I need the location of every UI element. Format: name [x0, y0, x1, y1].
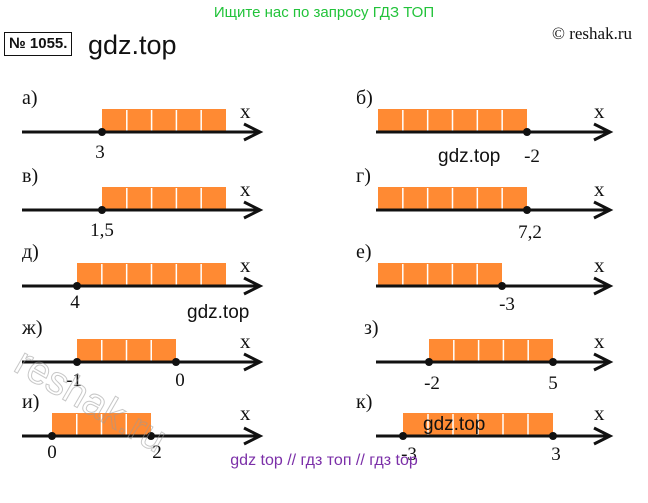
point-label: -2 [524, 146, 540, 167]
item-label: е) [356, 241, 372, 263]
item-label: б) [356, 87, 373, 109]
arrow-head-icon [593, 122, 614, 142]
watermark: gdz.top [187, 302, 250, 323]
axis-name: x [594, 99, 605, 123]
interval-fill [378, 263, 502, 286]
point-label: -2 [424, 373, 440, 394]
axis-name: x [594, 401, 605, 425]
interval-fill [102, 109, 226, 132]
point-marker [498, 282, 506, 290]
point-label: -1 [66, 370, 82, 391]
arrow-head-icon [243, 200, 264, 220]
point-marker [523, 206, 531, 214]
axis-name: x [594, 329, 605, 353]
item-label: г) [356, 165, 371, 187]
watermark: gdz.top [423, 414, 486, 435]
copyright: © reshak.ru [552, 24, 632, 43]
point-label: 0 [47, 442, 57, 463]
point-marker [549, 432, 557, 440]
interval-fill [429, 339, 553, 362]
point-label: 3 [95, 142, 105, 163]
axis-name: x [240, 177, 251, 201]
point-marker [73, 358, 81, 366]
axis-name: x [594, 253, 605, 277]
axis-name: x [240, 99, 251, 123]
point-marker [48, 432, 56, 440]
item-label: з) [364, 317, 379, 339]
footer-links: gdz top // гдз топ // гдз top [230, 452, 418, 469]
arrow-head-icon [243, 276, 264, 296]
interval-fill [102, 187, 226, 210]
point-marker [523, 128, 531, 136]
item-label: а) [22, 87, 38, 109]
arrow-head-icon [243, 352, 264, 372]
top-banner: Ищите нас по запросу ГДЗ ТОП [213, 4, 435, 21]
point-label: -3 [401, 444, 417, 465]
arrow-head-icon [593, 276, 614, 296]
point-marker [172, 358, 180, 366]
point-marker [147, 432, 155, 440]
task-number: № 1055. [4, 32, 73, 56]
axis-name: x [240, 401, 251, 425]
point-label: 3 [551, 444, 561, 465]
point-label: 2 [152, 442, 162, 463]
point-marker [425, 358, 433, 366]
point-label: 0 [175, 370, 185, 391]
point-marker [549, 358, 557, 366]
item-label: и) [22, 391, 39, 413]
point-marker [73, 282, 81, 290]
watermark: gdz.top [438, 146, 501, 167]
arrow-head-icon [243, 122, 264, 142]
point-label: 4 [70, 292, 80, 313]
point-marker [98, 206, 106, 214]
arrow-head-icon [593, 352, 614, 372]
arrow-head-icon [593, 200, 614, 220]
item-label: в) [22, 165, 38, 187]
item-label: к) [356, 391, 372, 413]
axis-name: x [240, 329, 251, 353]
point-label: 7,2 [518, 222, 542, 243]
point-label: 1,5 [90, 220, 114, 241]
axis-name: x [240, 253, 251, 277]
item-label: ж) [21, 317, 42, 339]
arrow-head-icon [243, 426, 264, 446]
point-marker [399, 432, 407, 440]
point-marker [98, 128, 106, 136]
point-label: -3 [499, 294, 515, 315]
axis-name: x [594, 177, 605, 201]
item-label: д) [22, 241, 39, 263]
page-title: gdz.top [88, 30, 177, 60]
point-label: 5 [548, 373, 558, 394]
arrow-head-icon [593, 426, 614, 446]
